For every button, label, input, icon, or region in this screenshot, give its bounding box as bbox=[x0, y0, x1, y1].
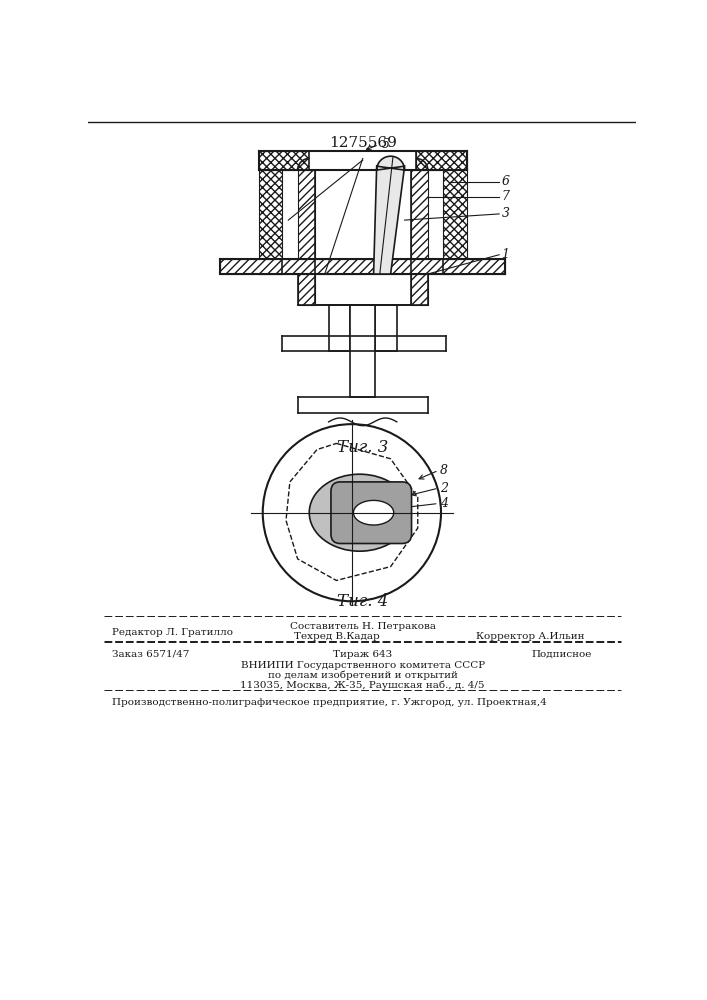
Text: 3: 3 bbox=[501, 207, 510, 220]
Polygon shape bbox=[373, 156, 404, 274]
Bar bbox=[259, 170, 282, 274]
Text: Редактор Л. Гратилло: Редактор Л. Гратилло bbox=[112, 628, 233, 637]
Text: Корректор А.Ильин: Корректор А.Ильин bbox=[476, 632, 585, 641]
Bar bbox=[443, 170, 467, 274]
Bar bbox=[411, 274, 428, 305]
Bar bbox=[220, 259, 506, 274]
Bar bbox=[375, 305, 397, 351]
Text: Τиг. 4: Τиг. 4 bbox=[337, 593, 388, 610]
Text: 6: 6 bbox=[501, 175, 510, 188]
Circle shape bbox=[263, 424, 441, 601]
Ellipse shape bbox=[309, 474, 410, 551]
Text: Заказ 6571/47: Заказ 6571/47 bbox=[112, 650, 189, 659]
Bar bbox=[411, 170, 428, 274]
Bar bbox=[416, 151, 467, 170]
Text: Подписное: Подписное bbox=[532, 650, 592, 659]
Text: Техред В.Кадар: Техред В.Кадар bbox=[293, 632, 380, 641]
Text: 8: 8 bbox=[440, 464, 448, 477]
Text: Τиг. 3: Τиг. 3 bbox=[337, 439, 388, 456]
Bar bbox=[298, 274, 315, 305]
Text: 1275569: 1275569 bbox=[329, 136, 397, 150]
Bar bbox=[315, 170, 411, 274]
Text: 2: 2 bbox=[440, 482, 448, 495]
Ellipse shape bbox=[354, 500, 394, 525]
Bar bbox=[298, 170, 315, 274]
Text: ВНИИПИ Государственного комитета СССР: ВНИИПИ Государственного комитета СССР bbox=[240, 661, 485, 670]
Text: 1: 1 bbox=[501, 248, 510, 261]
FancyBboxPatch shape bbox=[331, 482, 411, 544]
Bar bbox=[309, 151, 416, 170]
Text: по делам изобретений и открытий: по делам изобретений и открытий bbox=[268, 671, 457, 680]
Bar bbox=[329, 305, 351, 351]
Text: Тираж 643: Тираж 643 bbox=[333, 650, 392, 659]
Bar bbox=[351, 305, 375, 397]
Text: Производственно-полиграфическое предприятие, г. Ужгород, ул. Проектная,4: Производственно-полиграфическое предприя… bbox=[112, 698, 547, 707]
Text: 7: 7 bbox=[501, 190, 510, 204]
Text: Составитель Н. Петракова: Составитель Н. Петракова bbox=[290, 622, 436, 631]
Text: 5: 5 bbox=[381, 138, 390, 151]
Bar bbox=[259, 151, 309, 170]
Text: 4: 4 bbox=[440, 497, 448, 510]
Text: 113035, Москва, Ж-35, Раушская наб., д. 4/5: 113035, Москва, Ж-35, Раушская наб., д. … bbox=[240, 681, 485, 690]
